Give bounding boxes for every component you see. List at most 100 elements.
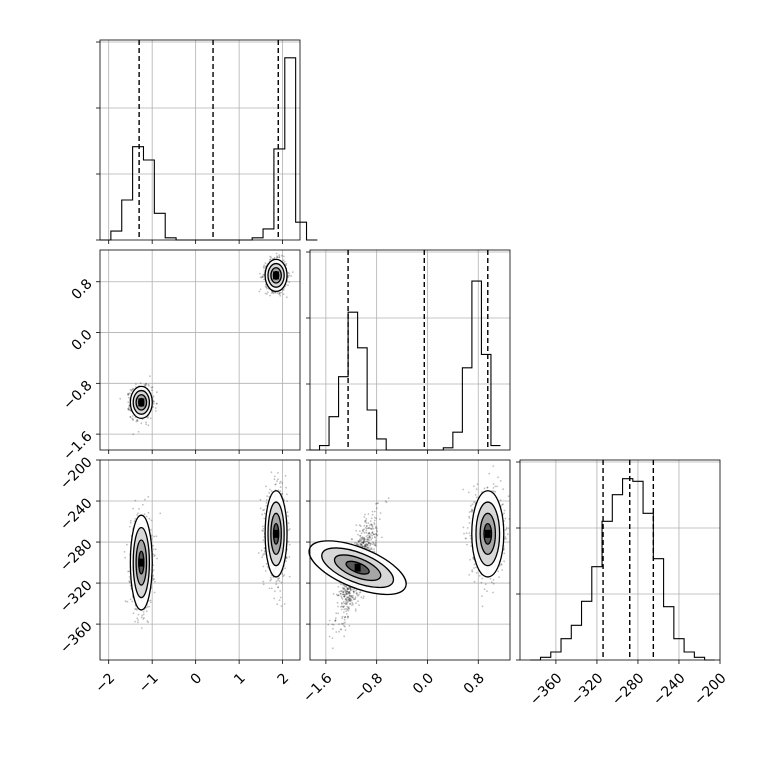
p1-vs-p2-sample-point bbox=[370, 543, 372, 545]
p1-vs-p2-sample-point bbox=[481, 578, 483, 580]
p1-vs-p2-sample-point bbox=[367, 544, 369, 546]
p1-vs-p2-sample-point bbox=[365, 518, 367, 520]
p1-vs-p2-sample-point bbox=[344, 595, 346, 597]
p0-vs-p1-sample-point bbox=[267, 291, 269, 293]
p1-vs-p2-sample-point bbox=[367, 535, 369, 537]
p1-vs-p2-sample-point bbox=[362, 545, 364, 547]
p0-vs-p1-sample-point bbox=[283, 293, 285, 295]
p1-vs-p2-sample-point bbox=[368, 533, 370, 535]
p1-vs-p2-sample-point bbox=[355, 524, 357, 526]
p0-vs-p2-sample-point bbox=[271, 588, 273, 590]
p1-marginal-bar-17 bbox=[472, 281, 482, 450]
p0-vs-p1-sample-point bbox=[131, 390, 133, 392]
p1-marginal-bar-1 bbox=[320, 446, 330, 450]
p0-vs-p2-sample-point bbox=[262, 539, 264, 541]
p1-vs-p2-sample-point bbox=[350, 589, 352, 591]
p1-vs-p2-sample-point bbox=[342, 587, 344, 589]
p0-vs-p2-sample-point bbox=[282, 575, 284, 577]
p0-marginal-bar-3 bbox=[133, 147, 144, 240]
p0-vs-p2-sample-point bbox=[286, 493, 288, 495]
p0-vs-p2-sample-point bbox=[138, 614, 140, 616]
p0-vs-p1-sample-point bbox=[150, 418, 152, 420]
p0-vs-p2-sample-point bbox=[285, 475, 287, 477]
p1-vs-p2-sample-point bbox=[372, 541, 374, 543]
p1-vs-p2-sample-point bbox=[374, 511, 376, 513]
p0-vs-p1-sample-point bbox=[289, 275, 291, 277]
p2-marginal-frame bbox=[520, 460, 720, 660]
p2-marginal-bar-9 bbox=[623, 479, 633, 660]
p1-vs-p2-sample-point bbox=[366, 532, 368, 534]
p1-vs-p2-sample-point bbox=[333, 593, 335, 595]
p1-vs-p2-sample-point bbox=[347, 597, 349, 599]
p1-vs-p2-sample-point bbox=[338, 623, 340, 625]
p0-vs-p2-sample-point bbox=[262, 581, 264, 583]
p1-vs-p2-sample-point bbox=[340, 593, 342, 595]
p1-vs-p2-sample-point bbox=[351, 604, 353, 606]
p1-vs-p2-sample-point bbox=[359, 592, 361, 594]
p1-vs-p2-sample-point bbox=[348, 606, 350, 608]
p0-vs-p2-sample-point bbox=[143, 614, 145, 616]
p1-marginal-bar-2 bbox=[329, 417, 339, 450]
p1-vs-p2-sample-point bbox=[361, 532, 363, 534]
p1-vs-p2-sample-point bbox=[377, 534, 379, 536]
p0-vs-p2-sample-point bbox=[275, 583, 277, 585]
p2-marginal-bar-11 bbox=[643, 513, 653, 660]
p0-vs-p1-sample-point bbox=[132, 433, 134, 435]
p2-marginal-histogram-step bbox=[530, 479, 715, 660]
p0-vs-p2-sample-point bbox=[279, 580, 281, 582]
p0-vs-p1-sample-point bbox=[279, 295, 281, 297]
p0-vs-p2-sample-point bbox=[137, 619, 139, 621]
p1-vs-p2-sample-point bbox=[372, 511, 374, 513]
p0-vs-p1-sample-point bbox=[135, 383, 137, 385]
p0-vs-p1-sample-point bbox=[261, 276, 263, 278]
p1-vs-p2-sample-point bbox=[363, 596, 365, 598]
p1-marginal-histogram-step bbox=[310, 281, 500, 450]
p1-vs-p2-sample-point bbox=[341, 617, 343, 619]
p1-vs-p2-sample-point bbox=[375, 503, 377, 505]
p0-vs-p2-sample-point bbox=[148, 512, 150, 514]
p0-vs-p2-sample-point bbox=[280, 481, 282, 483]
p1-vs-p2-sample-point bbox=[355, 602, 357, 604]
p1-vs-p2-sample-point bbox=[374, 536, 376, 538]
p1-vs-p2-sample-point bbox=[475, 494, 477, 496]
p0-vs-p2-sample-point bbox=[154, 581, 156, 583]
p0-vs-p1-sample-point bbox=[279, 293, 281, 295]
p1-vs-p2-sample-point bbox=[361, 537, 363, 539]
p0-vs-p2-sample-point bbox=[287, 515, 289, 517]
p1-vs-p2-sample-point bbox=[479, 575, 481, 577]
p2-marginal-xtick-label: −360 bbox=[527, 670, 566, 709]
p0-vs-p2-sample-point bbox=[144, 499, 146, 501]
p1-vs-p2-sample-point bbox=[345, 589, 347, 591]
p0-vs-p1-sample-point bbox=[292, 271, 294, 273]
p1-vs-p2-sample-point bbox=[337, 606, 339, 608]
p0-marginal-bar-5 bbox=[154, 213, 165, 240]
p0-vs-p2-sample-point bbox=[261, 550, 263, 552]
p0-vs-p2-sample-point bbox=[142, 504, 144, 506]
p0-vs-p2-sample-point bbox=[138, 508, 140, 510]
p0-vs-p2-sample-point bbox=[270, 579, 272, 581]
p0-vs-p2-sample-point bbox=[146, 620, 148, 622]
p0-vs-p2-sample-point bbox=[150, 601, 152, 603]
p1-vs-p2-sample-point bbox=[344, 617, 346, 619]
p1-vs-p2-sample-point bbox=[484, 588, 486, 590]
p1-vs-p2-sample-point bbox=[343, 611, 345, 613]
p1-vs-p2-sample-point bbox=[348, 592, 350, 594]
p0-vs-p2-sample-point bbox=[288, 522, 290, 524]
p1-vs-p2-sample-point bbox=[335, 612, 337, 614]
p0-vs-p2-sample-point bbox=[271, 471, 273, 473]
p1-vs-p2-sample-point bbox=[343, 625, 345, 627]
p0-vs-p2-sample-point bbox=[141, 617, 143, 619]
p0-vs-p1-sample-point bbox=[260, 276, 262, 278]
p0-vs-p2-sample-point bbox=[133, 612, 135, 614]
p1-vs-p2-sample-point bbox=[370, 539, 372, 541]
p1-vs-p2-sample-point bbox=[343, 608, 345, 610]
p1-vs-p2-sample-point bbox=[359, 524, 361, 526]
p0-vs-p1-density-peak-0 bbox=[138, 398, 144, 406]
p0-vs-p1-sample-point bbox=[132, 415, 134, 417]
p1-marginal-bar-4 bbox=[348, 312, 358, 450]
p1-vs-p2-sample-point bbox=[340, 590, 342, 592]
p1-vs-p2-sample-point bbox=[329, 620, 331, 622]
p1-vs-p2-sample-point bbox=[368, 513, 370, 515]
p0-vs-p2-sample-point bbox=[281, 573, 283, 575]
